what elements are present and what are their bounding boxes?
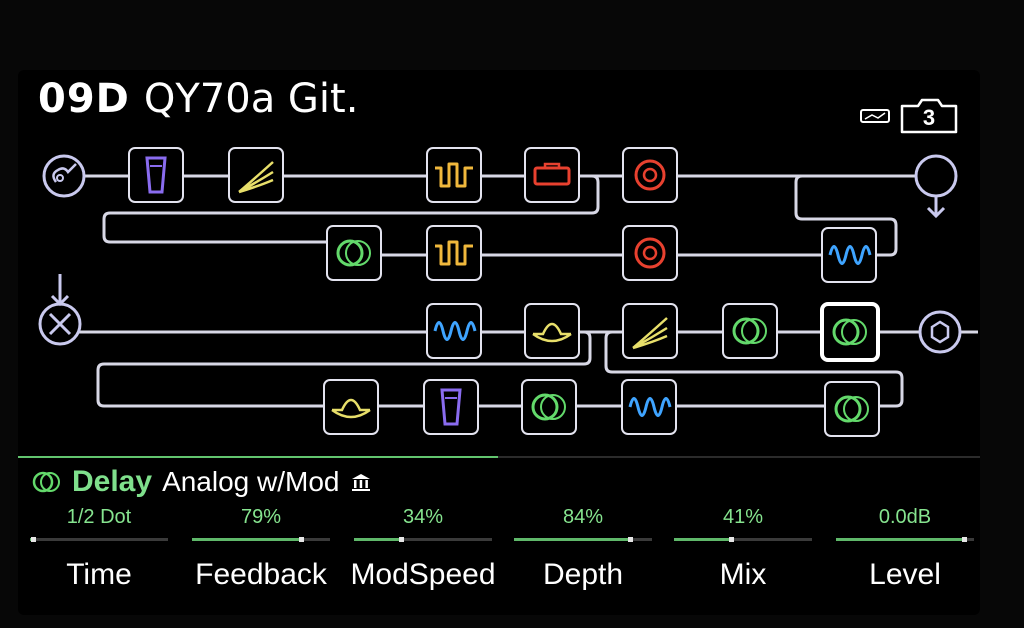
param-level[interactable]: 0.0dB Level bbox=[832, 506, 978, 606]
param-value: 84% bbox=[562, 506, 604, 528]
preset-name[interactable]: QY70a Git. bbox=[143, 76, 359, 122]
param-value: 1/2 Dot bbox=[66, 506, 132, 528]
param-slider-fill bbox=[354, 538, 401, 541]
preset-header: 09D QY70a Git. bbox=[38, 76, 358, 126]
modulation-icon[interactable] bbox=[426, 303, 482, 359]
eq-icon[interactable] bbox=[228, 147, 284, 203]
modulation-icon[interactable] bbox=[621, 379, 677, 435]
param-time[interactable]: 1/2 Dot Time bbox=[26, 506, 172, 606]
selected-block-info[interactable]: Delay Analog w/Mod bbox=[32, 462, 372, 502]
param-modspeed[interactable]: 34% ModSpeed bbox=[350, 506, 496, 606]
param-depth[interactable]: 84% Depth bbox=[510, 506, 656, 606]
block-category: Delay bbox=[72, 465, 153, 498]
delay-icon[interactable] bbox=[824, 381, 880, 437]
camera-icon bbox=[900, 98, 958, 134]
param-slider-knob[interactable] bbox=[398, 537, 404, 542]
output-icon[interactable] bbox=[918, 310, 962, 354]
param-slider-knob[interactable] bbox=[627, 537, 633, 542]
panel-divider-accent bbox=[18, 456, 498, 458]
selected-delay-block[interactable] bbox=[820, 302, 880, 362]
distortion-icon[interactable] bbox=[426, 225, 482, 281]
legacy-bank-icon bbox=[351, 474, 370, 491]
snapshot-number: 3 bbox=[922, 105, 936, 130]
filter-icon[interactable] bbox=[323, 379, 379, 435]
footswitch-mode-icon bbox=[860, 109, 890, 123]
delay-category-icon bbox=[32, 471, 60, 493]
status-icons: 3 bbox=[860, 98, 958, 134]
param-value: 79% bbox=[240, 506, 282, 528]
filter-icon[interactable] bbox=[524, 303, 580, 359]
param-feedback[interactable]: 79% Feedback bbox=[188, 506, 334, 606]
snapshot-badge[interactable]: 3 bbox=[900, 98, 958, 134]
volume-pedal-icon[interactable] bbox=[423, 379, 479, 435]
param-value: 0.0dB bbox=[878, 506, 932, 528]
param-mix[interactable]: 41% Mix bbox=[670, 506, 816, 606]
param-label: Depth bbox=[542, 558, 624, 591]
amp-icon[interactable] bbox=[524, 147, 580, 203]
panel-divider bbox=[18, 456, 980, 458]
param-slider[interactable] bbox=[192, 537, 330, 542]
param-label: Mix bbox=[719, 558, 767, 591]
param-slider[interactable] bbox=[836, 537, 974, 542]
param-slider[interactable] bbox=[354, 537, 492, 542]
preset-number[interactable]: 09D bbox=[38, 76, 130, 122]
param-slider-fill bbox=[514, 538, 630, 541]
param-slider-knob[interactable] bbox=[728, 537, 734, 542]
param-slider-fill bbox=[836, 538, 965, 541]
modulation-icon[interactable] bbox=[821, 227, 877, 283]
distortion-icon[interactable] bbox=[426, 147, 482, 203]
param-slider-knob[interactable] bbox=[299, 537, 305, 542]
delay-icon[interactable] bbox=[326, 225, 382, 281]
output-loop-icon[interactable] bbox=[914, 154, 958, 219]
guitar-input-icon[interactable] bbox=[42, 154, 86, 198]
param-value: 41% bbox=[722, 506, 764, 528]
signal-wires bbox=[64, 174, 978, 408]
param-slider[interactable] bbox=[514, 537, 652, 542]
param-slider-fill bbox=[192, 538, 302, 541]
param-slider[interactable] bbox=[30, 537, 168, 542]
param-label: Level bbox=[869, 558, 941, 591]
cab-icon[interactable] bbox=[622, 225, 678, 281]
param-label: Time bbox=[66, 558, 132, 591]
param-slider-fill bbox=[674, 538, 731, 541]
input-merge-icon[interactable] bbox=[38, 274, 82, 346]
volume-pedal-icon[interactable] bbox=[128, 147, 184, 203]
delay-icon[interactable] bbox=[722, 303, 778, 359]
cab-icon[interactable] bbox=[622, 147, 678, 203]
helix-display: 09D QY70a Git. 3 bbox=[18, 70, 980, 615]
param-label: ModSpeed bbox=[350, 558, 496, 591]
param-slider-knob[interactable] bbox=[30, 537, 36, 542]
signal-flow-grid[interactable] bbox=[18, 70, 980, 458]
eq-icon[interactable] bbox=[622, 303, 678, 359]
param-slider-knob[interactable] bbox=[962, 537, 968, 542]
param-slider[interactable] bbox=[674, 537, 812, 542]
param-label: Feedback bbox=[195, 558, 327, 591]
param-value: 34% bbox=[402, 506, 444, 528]
delay-icon[interactable] bbox=[521, 379, 577, 435]
block-model[interactable]: Analog w/Mod bbox=[162, 466, 340, 497]
